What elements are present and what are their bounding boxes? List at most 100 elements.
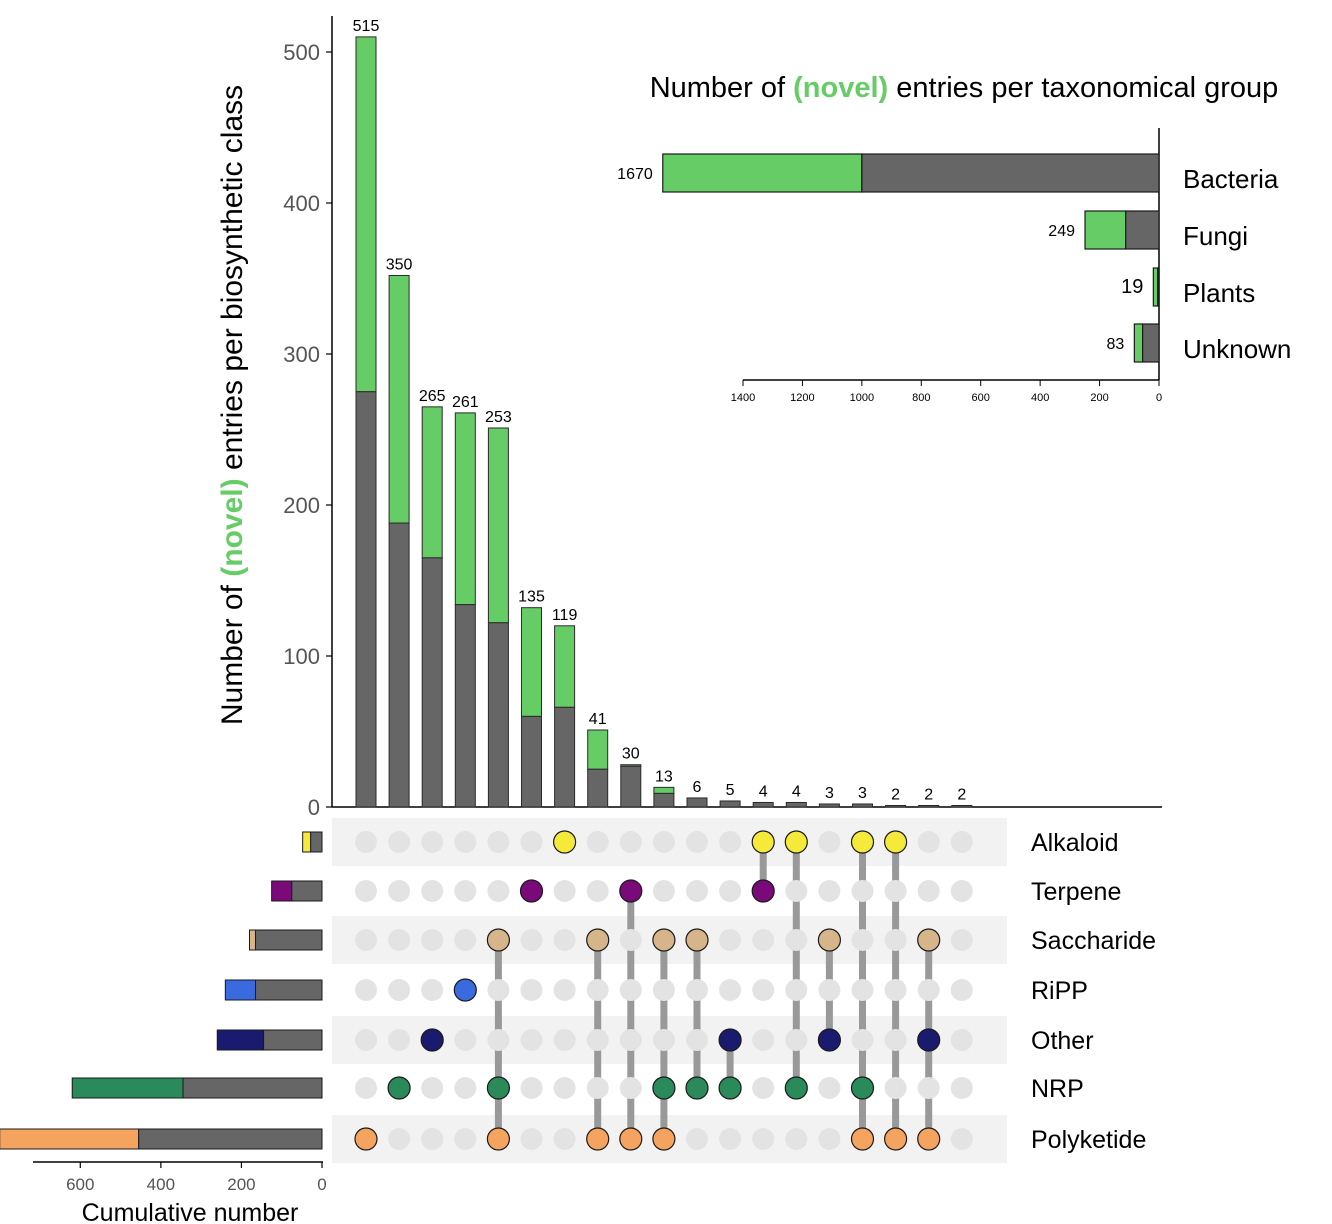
matrix-dot-filled [817,1028,842,1052]
main-y-tick-label: 200 [283,493,320,518]
matrix-row-label: Alkaloid [1031,829,1119,857]
matrix-dot-filled [850,830,875,854]
main-y-tick-label: 300 [283,342,320,367]
matrix-dot-empty [884,979,907,1001]
matrix-dot-empty [917,831,940,853]
matrix-dot-empty [752,929,775,951]
set-size-x-tick-label: 400 [147,1175,175,1194]
taxonomy-x-tick-label: 400 [1031,392,1049,404]
matrix-dot-filled [685,928,709,952]
set-size-x-tick-label: 600 [66,1175,94,1194]
intersection-bar-novel [454,412,476,606]
matrix-dot-filled [685,1076,709,1100]
taxonomy-category-label: Fungi [1183,221,1248,251]
matrix-dot-empty [686,979,708,1001]
intersection-bar-novel [487,427,509,624]
intersection-bar-value-label: 41 [589,711,607,728]
matrix-dot-empty [719,929,742,951]
matrix-dot-empty [553,929,576,951]
intersection-bar-value-label: 2 [957,786,966,803]
matrix-dot-empty [388,1029,411,1051]
matrix-dot-filled [917,928,941,952]
matrix-dot-empty [454,929,477,951]
matrix-row-label: Terpene [1031,878,1121,906]
matrix-dot-filled [486,928,510,952]
taxonomy-x-tick-label: 1400 [731,392,755,404]
set-size-bar-novel [0,1128,140,1150]
intersection-bar-value-label: 6 [693,779,702,796]
matrix-dot-empty [884,1077,907,1099]
matrix-dot-empty [520,1128,543,1150]
matrix-dot-filled [883,830,908,854]
matrix-dot-empty [950,1128,973,1150]
matrix-dot-empty [421,831,444,853]
set-size-bar-known [310,831,323,853]
intersection-bar-value-label: 350 [386,256,413,273]
matrix-dot-empty [520,1077,543,1099]
intersection-bar-known [852,803,873,808]
set-size-x-tick-label: 200 [227,1175,255,1194]
matrix-dot-empty [719,1128,742,1150]
intersection-bar-novel [388,274,410,524]
matrix-dot-empty [553,1128,576,1150]
matrix-dot-empty [355,880,377,902]
intersection-bar-novel [653,786,675,794]
matrix-dot-filled [586,1127,610,1151]
matrix-dot-filled [751,879,775,903]
matrix-dot-empty [851,1029,874,1051]
set-size-bar-novel [302,831,312,853]
matrix-dot-empty [686,1128,708,1150]
intersection-bar-known [686,797,708,808]
intersection-bar-value-label: 253 [485,409,512,426]
intersection-bar-known [885,804,907,808]
matrix-dot-empty [454,1029,477,1051]
matrix-dot-filled [586,928,610,952]
matrix-dot-empty [950,1029,973,1051]
intersection-bar-known [752,801,774,808]
intersection-bar-novel [554,625,576,708]
matrix-dot-empty [586,880,609,902]
matrix-dot-empty [421,1128,444,1150]
matrix-row-label: Other [1031,1027,1094,1055]
taxonomy-title-part: entries per taxonomical group [888,72,1278,104]
set-size-bar-known [255,929,323,951]
matrix-dot-filled [519,879,544,903]
intersection-bar-value-label: 135 [518,589,545,606]
matrix-dot-filled [784,1076,808,1100]
matrix-dot-empty [355,929,377,951]
matrix-row-label: RiPP [1031,977,1088,1005]
matrix-dot-empty [355,1077,377,1099]
matrix-dot-filled [917,1127,941,1151]
matrix-dot-filled [619,1127,643,1151]
matrix-row-label: Polyketide [1031,1126,1146,1154]
intersection-bar-value-label: 265 [419,388,446,405]
taxonomy-bar-novel [1084,210,1127,250]
intersection-bar-known [487,622,509,808]
matrix-dot-empty [388,929,411,951]
matrix-dot-filled [652,928,676,952]
matrix-dot-empty [421,929,444,951]
taxonomy-x-tick-label: 0 [1156,392,1162,404]
matrix-dot-empty [355,831,377,853]
intersection-bar-known [388,522,410,808]
matrix-dot-empty [586,1029,609,1051]
matrix-dot-filled [619,879,643,903]
set-size-bar-known [255,979,323,1001]
taxonomy-bar-value-label: 249 [1048,223,1075,240]
main-y-tick-label: 100 [283,644,320,669]
matrix-dot-empty [719,979,742,1001]
matrix-dot-empty [454,831,477,853]
taxonomy-bar-known [1125,210,1160,250]
intersection-bar-known [355,391,377,808]
matrix-dot-filled [817,928,842,952]
set-size-bar-known [138,1128,323,1150]
set-size-bar-known [182,1077,323,1099]
main-y-axis-title-part: Number of [216,577,249,725]
main-y-axis-title-part: entries per biosynthetic class [216,85,249,479]
taxonomy-title-part: Number of [650,72,793,104]
matrix-dot-empty [355,979,377,1001]
taxonomy-bar-known [1142,323,1160,363]
taxonomy-bar-known [861,153,1160,193]
set-size-bar-novel [248,929,257,951]
matrix-dot-empty [454,1128,477,1150]
